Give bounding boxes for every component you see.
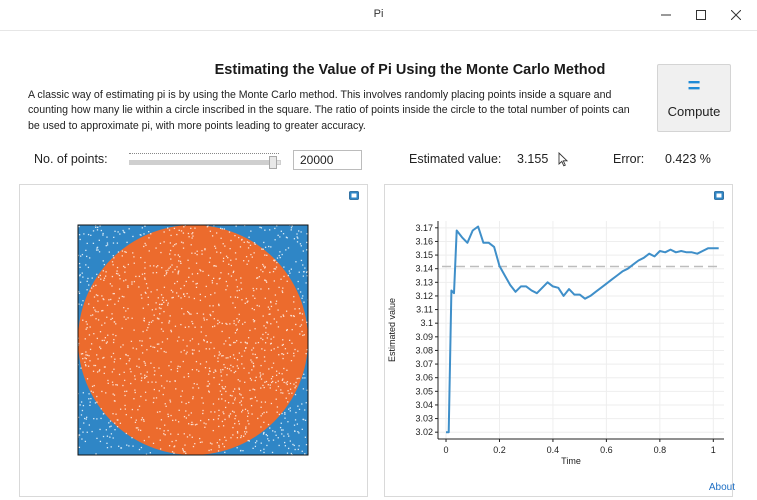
slider-fill (129, 160, 275, 165)
slider-ticks (129, 153, 279, 157)
y-tick-label: 3.05 (415, 386, 433, 396)
monte-carlo-scatter (77, 224, 309, 456)
controls-row: No. of points: Estimated value: 3.155 Er… (0, 149, 757, 173)
points-slider[interactable] (129, 153, 285, 169)
plot-area (438, 221, 724, 439)
y-tick-label: 3.17 (415, 223, 433, 233)
estimated-value: 3.155 (517, 152, 549, 166)
line-chart-panel: 3.02 3.03 3.04 3.05 3.06 3.07 3.08 3.09 3.1 3.11 3… (384, 184, 733, 497)
points-input[interactable] (293, 150, 362, 170)
compute-button-label: Compute (667, 103, 721, 119)
y-tick-label: 3.06 (415, 373, 433, 383)
x-tick-label: 0.8 (654, 445, 667, 455)
y-axis-label: Estimated value (387, 298, 397, 362)
x-tick-label: 0 (444, 445, 449, 455)
y-tick-label: 3.15 (415, 250, 433, 260)
error-value: 0.423 % (665, 152, 711, 166)
equals-icon: = (687, 72, 701, 98)
maximize-icon (696, 10, 706, 20)
window-titlebar: Pi (0, 0, 757, 30)
y-tick-label: 3.02 (415, 427, 433, 437)
y-tick-label: 3.03 (415, 414, 433, 424)
y-tick-label: 3.04 (415, 400, 433, 410)
x-axis-label: Time (561, 456, 581, 466)
close-button[interactable] (716, 0, 756, 30)
slider-thumb[interactable] (268, 156, 277, 169)
minimize-icon (661, 14, 671, 16)
compute-button[interactable]: = Compute (657, 64, 731, 132)
x-tick-label: 0.4 (547, 445, 560, 455)
description-text: A classic way of estimating pi is by usi… (28, 89, 630, 132)
minimize-button[interactable] (646, 0, 686, 30)
y-tick-label: 3.1 (420, 318, 433, 328)
error-label: Error: (613, 152, 645, 166)
y-tick-label: 3.12 (415, 291, 433, 301)
mouse-cursor-icon (558, 152, 568, 167)
app-content: Estimating the Value of Pi Using the Mon… (0, 30, 757, 500)
y-tick-label: 3.16 (415, 236, 433, 246)
estimated-label: Estimated value: (409, 152, 502, 166)
x-tick-label: 0.6 (600, 445, 613, 455)
inscribed-circle (78, 225, 308, 455)
series-line (446, 225, 719, 434)
square-border (77, 224, 309, 456)
scatter-plot-panel (19, 184, 368, 497)
plot-export-icon[interactable] (349, 191, 359, 200)
y-tick-label: 3.13 (415, 277, 433, 287)
points-label: No. of points: (34, 152, 108, 166)
plot-export-icon[interactable] (714, 191, 724, 200)
estimated-value-chart: 3.02 3.03 3.04 3.05 3.06 3.07 3.08 3.09 3.1 3.11 3… (387, 221, 724, 466)
x-tick-label: 0.2 (493, 445, 506, 455)
x-tick-label: 1 (711, 445, 716, 455)
random-points (77, 224, 309, 456)
y-tick-label: 3.11 (416, 305, 433, 315)
window-title: Pi (373, 8, 384, 20)
y-tick-label: 3.07 (415, 359, 433, 369)
y-tick-label: 3.14 (415, 264, 433, 274)
maximize-button[interactable] (681, 0, 721, 30)
page-title: Estimating the Value of Pi Using the Mon… (214, 62, 606, 78)
y-tick-label: 3.09 (415, 332, 433, 342)
close-icon (731, 10, 741, 20)
about-link[interactable]: About (708, 482, 735, 493)
y-tick-label: 3.08 (415, 345, 433, 355)
